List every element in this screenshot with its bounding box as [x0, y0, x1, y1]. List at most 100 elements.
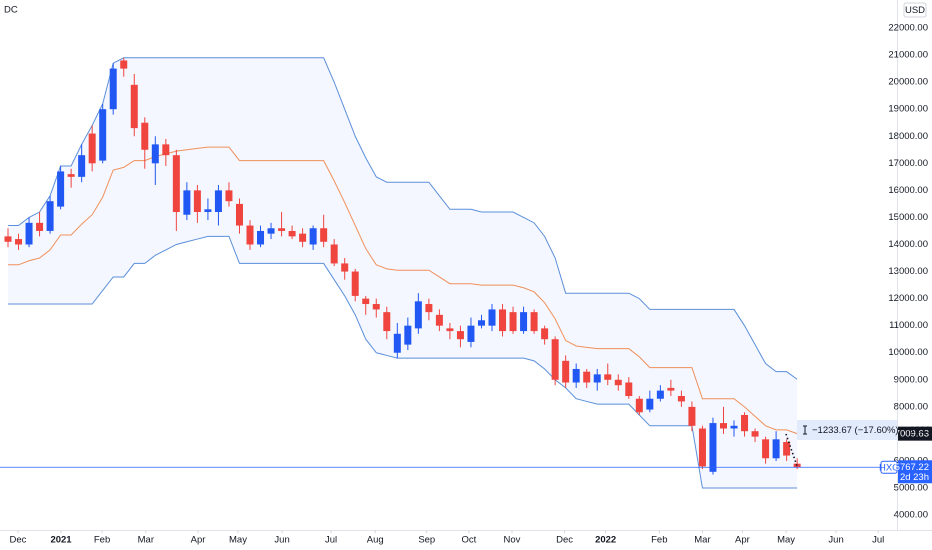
candle-body [499, 309, 507, 332]
measure-line [785, 433, 798, 467]
y-tick-label: 20000.00 [888, 77, 928, 88]
x-tick-label: 2022 [595, 535, 616, 546]
candle-body [456, 331, 464, 340]
candle-body [625, 382, 633, 397]
upper-line [7, 57, 798, 380]
candle-body [509, 312, 517, 332]
candle-body [320, 228, 328, 242]
candle-body [309, 228, 317, 245]
candle-body [677, 396, 685, 402]
candle-body [288, 230, 296, 237]
candle-body [204, 209, 212, 213]
last-price-label: 5767.22 [895, 462, 929, 473]
candle-body [214, 190, 222, 213]
plot-area [4, 57, 801, 489]
candle-body [393, 333, 401, 353]
candle-body [656, 390, 664, 399]
y-tick-label: 21000.00 [888, 50, 928, 61]
candle-body [614, 379, 622, 386]
x-tick-label: 2021 [50, 535, 72, 546]
candle-body [130, 84, 138, 129]
candle-body [435, 314, 443, 326]
candle-body [425, 304, 433, 313]
candle-body [99, 109, 107, 161]
currency-box [903, 2, 927, 18]
x-tick-label: Jun [828, 535, 843, 546]
candle-body [4, 236, 12, 242]
x-tick-label: Jul [872, 535, 884, 546]
candle-body [172, 155, 180, 213]
candle-body [741, 414, 749, 432]
measure-text: −1233.67 (−17.60%), −123367 [812, 425, 932, 436]
x-tick-label: Nov [504, 535, 521, 546]
candle-body [541, 328, 549, 340]
candle-body [351, 271, 359, 296]
candle-body [299, 233, 307, 242]
candle-body [141, 122, 149, 150]
x-tick-label: Mar [694, 535, 710, 546]
x-tick-label: Dec [10, 535, 27, 546]
candle-body [698, 428, 706, 467]
candle-body [772, 439, 780, 459]
x-tick-label: Mar [138, 535, 154, 546]
y-tick-label: 11000.00 [889, 320, 928, 331]
candle-body [467, 325, 475, 342]
candle-body [762, 439, 770, 459]
candle-body [667, 387, 675, 391]
candle-body [246, 225, 254, 245]
candle-body [341, 263, 349, 272]
candle-body [78, 155, 86, 177]
candle-body [183, 190, 191, 215]
candle-body [67, 174, 75, 177]
x-tick-label: Jun [274, 535, 289, 546]
candle-body [709, 423, 717, 472]
candle-body [719, 423, 727, 429]
x-tick-label: May [777, 535, 795, 546]
candle-body [646, 398, 654, 410]
x-tick-label: May [229, 535, 247, 546]
candle-body [151, 144, 159, 164]
y-tick-label: 10000.00 [888, 347, 928, 358]
candle-body [36, 222, 44, 231]
x-tick-label: Sep [418, 535, 435, 546]
candle-body [783, 442, 791, 456]
y-tick-label: 22000.00 [888, 23, 928, 34]
x-tick-label: Dec [556, 535, 573, 546]
x-tick-label: Feb [651, 535, 667, 546]
x-tick-label: Feb [94, 535, 110, 546]
candle-body [688, 406, 696, 426]
y-tick-label: 5000.00 [894, 483, 928, 494]
candle-body [162, 144, 170, 156]
y-tick-label: 12000.00 [888, 293, 928, 304]
y-tick-label: 18000.00 [888, 131, 928, 142]
chart-title: DC [4, 5, 18, 16]
y-tick-label: 9000.00 [894, 374, 928, 385]
countdown-label: 2d 23h [900, 472, 929, 483]
candle-body [730, 425, 738, 429]
y-tick-label: 16000.00 [888, 185, 928, 196]
candle-body [488, 309, 496, 326]
y-tick-label: 17000.00 [888, 158, 928, 169]
candle-body [383, 312, 391, 332]
y-tick-label: 8000.00 [894, 401, 928, 412]
candle-body [25, 222, 33, 245]
candle-body [446, 328, 454, 332]
basis-price-label: 7009.63 [895, 429, 929, 440]
candle-body [635, 398, 643, 413]
candle-body [278, 228, 286, 231]
candle-body [372, 304, 380, 310]
candle-body [109, 68, 117, 110]
y-tick-label: 4000.00 [894, 510, 928, 521]
candle-body [477, 320, 485, 326]
y-tick-label: 13000.00 [888, 266, 928, 277]
y-tick-label: 14000.00 [888, 239, 928, 250]
candle-body [530, 312, 538, 332]
candle-body [404, 325, 412, 345]
measure-icon [803, 425, 807, 435]
candle-body [15, 239, 23, 245]
basis-price-box [898, 426, 932, 441]
candle-body [751, 431, 759, 437]
candle-body [88, 133, 96, 164]
candle-body [330, 244, 338, 264]
